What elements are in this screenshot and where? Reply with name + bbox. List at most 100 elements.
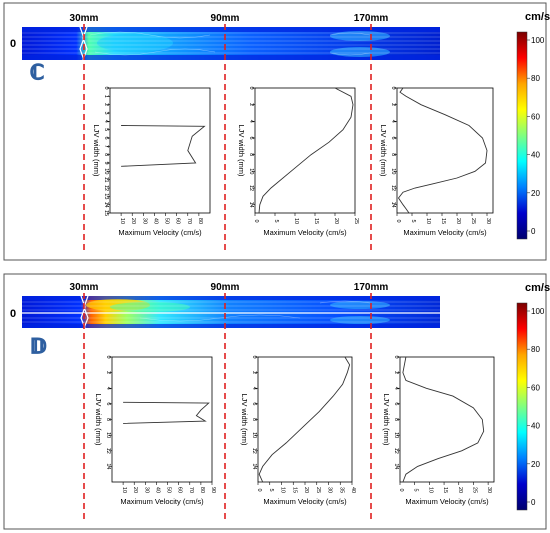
y-tick-label: 2 [105, 371, 111, 374]
x-tick-label: 40 [152, 218, 158, 224]
y-tick-label: 11 [103, 177, 109, 183]
y-tick-label: 4 [105, 387, 111, 390]
y-tick-label: 3 [103, 111, 109, 114]
x-tick-label: 30 [141, 218, 147, 224]
x-axis-label: Maximum Velocity (cm/s) [405, 497, 489, 506]
x-tick-label: 30 [327, 487, 333, 493]
x-tick-label: 90 [210, 487, 216, 493]
panel-c: 0 ℂ 30mm 90mm 170mm [3, 2, 547, 261]
x-axis-label: Maximum Velocity (cm/s) [118, 228, 202, 237]
y-tick-label: 10 [105, 432, 111, 438]
y-tick-label: 6 [251, 402, 257, 405]
x-tick-label: 15 [440, 218, 446, 224]
x-tick-label: 5 [410, 219, 416, 222]
y-tick-label: 8 [105, 418, 111, 421]
colorbar-d-unit: cm/s [525, 282, 550, 294]
velocity-profile-line [258, 87, 354, 214]
colorbar-tick-label: 60 [531, 112, 540, 121]
velocity-profile-line [123, 401, 210, 424]
x-tick-label: 20 [333, 218, 339, 224]
y-tick-label: 14 [248, 202, 254, 208]
y-tick-label: 4 [251, 387, 257, 390]
velocity-profile-line [258, 356, 351, 483]
colorbar-d: cm/s 100 80 60 40 20 0 [516, 282, 550, 511]
y-axis-label: LJV width (mm) [92, 124, 101, 177]
y-axis-label: LJV width (mm) [94, 393, 103, 446]
colorbar-c-ticks: 100 80 60 40 20 0 [527, 36, 545, 236]
y-tick-label: 10 [393, 432, 399, 438]
y-tick-label: 12 [248, 185, 254, 191]
y-tick-label: 6 [105, 402, 111, 405]
y-tick-label: 8 [393, 418, 399, 421]
x-tick-label: 0 [256, 488, 262, 491]
x-tick-label: 60 [177, 487, 183, 493]
y-tick-label: 7 [103, 145, 109, 148]
y-tick-label: 2 [103, 103, 109, 106]
y-tick-label: 14 [103, 202, 109, 208]
x-tick-label: 30 [485, 218, 491, 224]
y-tick-label: 13 [103, 193, 109, 199]
colorbar-tick-label: 100 [531, 307, 545, 316]
x-tick-label: 25 [471, 487, 477, 493]
x-tick-label: 20 [455, 218, 461, 224]
y-tick-label: 0 [105, 355, 111, 358]
colorbar-d-gradient [516, 302, 528, 511]
y-tick-label: 8 [390, 153, 396, 156]
y-axis-label: LJV width (mm) [240, 393, 249, 446]
y-tick-label: 8 [103, 153, 109, 156]
x-axis-label: Maximum Velocity (cm/s) [120, 497, 204, 506]
y-tick-label: 12 [390, 185, 396, 191]
panel-d-channel-axis-label: 0 [10, 308, 16, 320]
x-tick-label: 10 [427, 487, 433, 493]
x-tick-label: 20 [130, 218, 136, 224]
x-tick-label: 70 [186, 218, 192, 224]
colorbar-tick-label: 0 [531, 498, 536, 507]
y-tick-label: 10 [390, 168, 396, 174]
x-tick-label: 5 [268, 488, 274, 491]
y-tick-label: 2 [390, 103, 396, 106]
panel-c-flow-field [22, 26, 440, 61]
panel-d-position-170mm: 170mm [354, 282, 389, 293]
y-tick-label: 6 [393, 402, 399, 405]
x-tick-label: 40 [350, 487, 356, 493]
plot-frame [109, 87, 211, 214]
profile-plot-d-30mm: 0 2 4 6 8 10 12 14 10 20 30 40 50 60 70 80 90 Maximum Vel… [94, 355, 216, 506]
y-tick-label: 14 [251, 463, 257, 469]
y-tick-label: 0 [103, 86, 109, 89]
y-tick-label: 12 [251, 448, 257, 454]
panel-c-channel-axis-label: 0 [10, 38, 16, 50]
profile-plot-d-170mm: 0 2 4 6 8 10 12 14 0 5 10 15 20 25 30 Maximum Velocity … [382, 355, 495, 506]
x-tick-label: 25 [315, 487, 321, 493]
panel-c-position-90mm: 90mm [211, 13, 240, 24]
y-tick-label: 10 [251, 432, 257, 438]
y-tick-label: 2 [248, 103, 254, 106]
plot-frame [396, 87, 494, 214]
x-tick-label: 0 [253, 219, 259, 222]
x-axis-label: Maximum Velocity (cm/s) [263, 228, 347, 237]
y-tick-label: 6 [390, 136, 396, 139]
colorbar-tick-label: 20 [531, 189, 540, 198]
colorbar-tick-label: 80 [531, 345, 540, 354]
panel-c-position-170mm: 170mm [354, 13, 389, 24]
colorbar-c: cm/s 100 80 60 40 20 0 [516, 11, 550, 240]
x-tick-label: 80 [199, 487, 205, 493]
x-tick-label: 50 [164, 218, 170, 224]
colorbar-tick-label: 60 [531, 383, 540, 392]
panel-c-label: ℂ [30, 62, 44, 84]
x-tick-label: 60 [175, 218, 181, 224]
panel-d-label: 𝔻 [30, 336, 46, 358]
x-tick-label: 30 [486, 487, 492, 493]
x-tick-label: 10 [121, 487, 127, 493]
colorbar-d-ticks: 100 80 60 40 20 0 [527, 307, 545, 507]
y-tick-label: 10 [248, 168, 254, 174]
y-tick-label: 12 [393, 448, 399, 454]
y-tick-label: 14 [393, 463, 399, 469]
y-tick-label: 14 [105, 463, 111, 469]
y-tick-label: 0 [248, 86, 254, 89]
x-tick-label: 10 [293, 218, 299, 224]
x-tick-label: 0 [395, 219, 401, 222]
panel-d-position-30mm: 30mm [70, 282, 99, 293]
colorbar-tick-label: 40 [531, 422, 540, 431]
y-tick-label: 4 [248, 120, 254, 123]
